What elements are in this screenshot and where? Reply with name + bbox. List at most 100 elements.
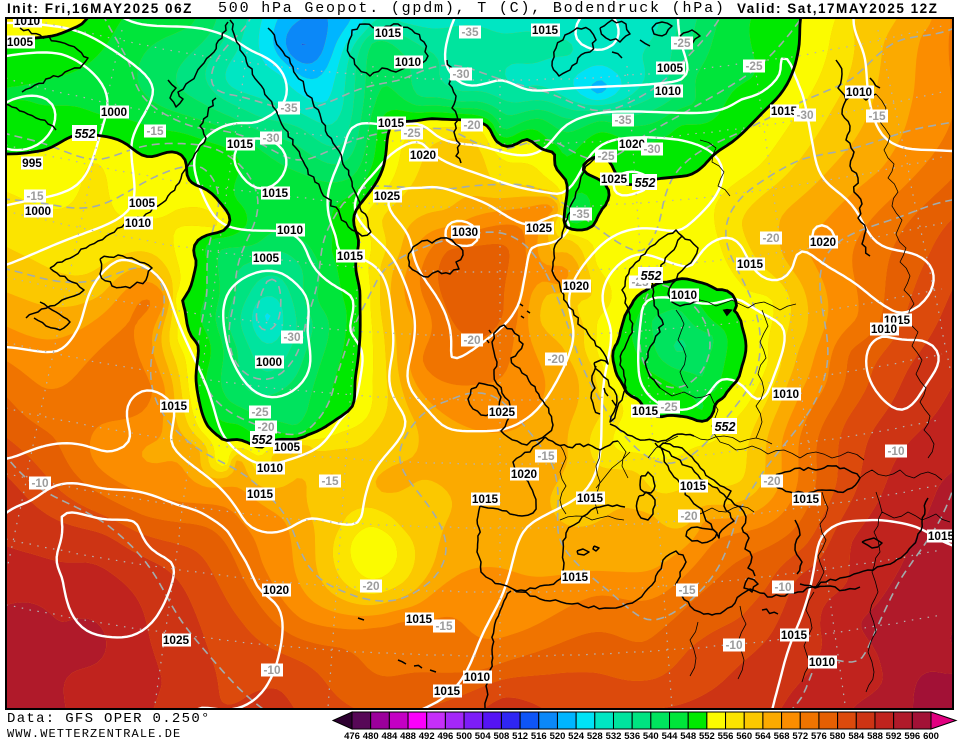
svg-text:1010: 1010 [809, 655, 836, 669]
svg-text:1025: 1025 [489, 405, 516, 419]
svg-text:536: 536 [624, 731, 640, 741]
svg-text:1020: 1020 [511, 467, 538, 481]
svg-text:488: 488 [400, 731, 416, 741]
svg-text:-25: -25 [251, 405, 268, 419]
svg-text:1015: 1015 [793, 492, 820, 506]
svg-text:512: 512 [512, 731, 528, 741]
svg-text:-10: -10 [725, 638, 742, 652]
svg-text:552: 552 [715, 420, 736, 434]
svg-text:1020: 1020 [263, 583, 290, 597]
svg-text:560: 560 [736, 731, 752, 741]
svg-text:-30: -30 [796, 108, 813, 122]
svg-text:592: 592 [886, 731, 902, 741]
svg-text:-15: -15 [26, 189, 43, 203]
svg-text:1005: 1005 [657, 61, 684, 75]
svg-text:1010: 1010 [277, 223, 304, 237]
svg-text:1005: 1005 [274, 440, 301, 454]
svg-text:1015: 1015 [680, 479, 707, 493]
svg-text:552: 552 [75, 127, 96, 141]
svg-text:-30: -30 [262, 131, 279, 145]
svg-text:1015: 1015 [632, 404, 659, 418]
svg-text:1020: 1020 [810, 235, 837, 249]
svg-text:552: 552 [699, 731, 715, 741]
svg-text:552: 552 [635, 176, 656, 190]
svg-text:540: 540 [643, 731, 659, 741]
svg-text:-20: -20 [257, 420, 274, 434]
svg-text:1015: 1015 [406, 612, 433, 626]
svg-text:552: 552 [641, 269, 662, 283]
svg-text:-35: -35 [572, 207, 589, 221]
svg-text:1000: 1000 [25, 204, 52, 218]
svg-text:1010: 1010 [395, 55, 422, 69]
svg-text:1015: 1015 [737, 257, 764, 271]
svg-text:524: 524 [568, 731, 585, 741]
svg-text:1010: 1010 [464, 670, 491, 684]
svg-text:-25: -25 [745, 59, 762, 73]
svg-text:1015: 1015 [577, 491, 604, 505]
svg-text:480: 480 [363, 731, 379, 741]
svg-text:-20: -20 [362, 579, 379, 593]
svg-text:-10: -10 [774, 580, 791, 594]
svg-text:1010: 1010 [125, 216, 152, 230]
svg-text:-30: -30 [452, 67, 469, 81]
svg-text:-15: -15 [146, 124, 163, 138]
svg-text:1005: 1005 [129, 196, 156, 210]
svg-text:1025: 1025 [526, 221, 553, 235]
svg-text:492: 492 [419, 731, 435, 741]
svg-text:500: 500 [456, 731, 472, 741]
svg-text:-25: -25 [660, 400, 677, 414]
svg-text:1010: 1010 [655, 84, 682, 98]
svg-text:1015: 1015 [472, 492, 499, 506]
svg-text:-35: -35 [614, 113, 631, 127]
svg-text:1015: 1015 [378, 116, 405, 130]
svg-text:1015: 1015 [781, 628, 808, 642]
svg-text:-10: -10 [31, 476, 48, 490]
svg-text:-20: -20 [763, 474, 780, 488]
svg-text:-25: -25 [673, 36, 690, 50]
svg-text:1015: 1015 [375, 26, 402, 40]
svg-text:1010: 1010 [257, 461, 284, 475]
svg-text:1015: 1015 [562, 570, 589, 584]
svg-text:1000: 1000 [256, 355, 283, 369]
svg-text:484: 484 [381, 731, 398, 741]
svg-text:-20: -20 [463, 333, 480, 347]
svg-text:1025: 1025 [374, 189, 401, 203]
svg-text:1015: 1015 [337, 249, 364, 263]
svg-text:-15: -15 [321, 474, 338, 488]
svg-text:1030: 1030 [452, 225, 479, 239]
svg-text:1010: 1010 [773, 387, 800, 401]
svg-text:580: 580 [830, 731, 846, 741]
svg-text:572: 572 [792, 731, 808, 741]
svg-text:1025: 1025 [601, 172, 628, 186]
svg-text:584: 584 [848, 731, 865, 741]
svg-text:544: 544 [662, 731, 679, 741]
svg-text:-35: -35 [280, 101, 297, 115]
svg-text:1015: 1015 [247, 487, 274, 501]
svg-text:532: 532 [606, 731, 622, 741]
svg-text:568: 568 [774, 731, 790, 741]
svg-text:1005: 1005 [7, 35, 34, 49]
svg-text:-30: -30 [643, 142, 660, 156]
svg-text:600: 600 [923, 731, 939, 741]
svg-text:1010: 1010 [871, 322, 898, 336]
svg-text:-10: -10 [887, 444, 904, 458]
svg-text:-20: -20 [463, 118, 480, 132]
svg-text:548: 548 [680, 731, 696, 741]
svg-text:1020: 1020 [563, 279, 590, 293]
svg-text:1010: 1010 [846, 85, 873, 99]
svg-text:-30: -30 [283, 330, 300, 344]
svg-text:1020: 1020 [410, 148, 437, 162]
svg-text:-15: -15 [678, 583, 695, 597]
svg-text:-20: -20 [547, 352, 564, 366]
svg-text:1015: 1015 [771, 104, 798, 118]
svg-text:1005: 1005 [253, 251, 280, 265]
svg-text:1025: 1025 [163, 633, 190, 647]
svg-text:1015: 1015 [161, 399, 188, 413]
svg-text:-15: -15 [537, 449, 554, 463]
svg-text:-25: -25 [597, 149, 614, 163]
svg-text:1015: 1015 [532, 23, 559, 37]
svg-text:-20: -20 [762, 231, 779, 245]
svg-text:528: 528 [587, 731, 603, 741]
svg-text:-15: -15 [435, 619, 452, 633]
svg-text:1010: 1010 [671, 288, 698, 302]
